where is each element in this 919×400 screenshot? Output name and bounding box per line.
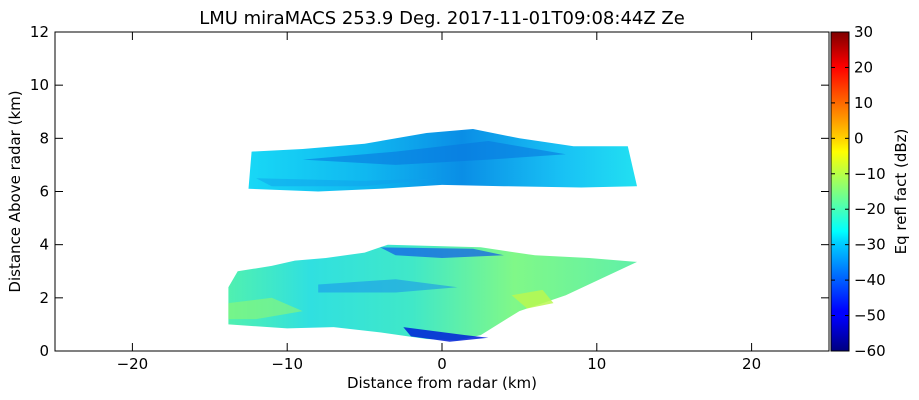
x-tick-label: 0	[437, 355, 447, 373]
y-tick-label: 8	[39, 129, 49, 147]
colorbar: −60 −50 −40 −30 −20 −10 0 10 20 30 Eq refl fact (…	[830, 23, 910, 360]
colorbar-scale	[830, 31, 850, 352]
colorbar-tick-label: 10	[854, 94, 873, 112]
echo-band-5	[403, 327, 489, 342]
colorbar-ticks: −60 −50 −40 −30 −20 −10 0 10 20 30	[831, 23, 886, 360]
echo-region-2	[228, 244, 637, 341]
echo-band-6	[228, 297, 303, 320]
colorbar-tick-label: 30	[854, 23, 873, 41]
colorbar-tick-label: −30	[854, 236, 886, 254]
plot-area: −20 −10 0 10 20 0 2 4 6 8 10 12	[30, 23, 830, 373]
x-tick-label: −20	[117, 355, 149, 373]
chart-title: LMU miraMACS 253.9 Deg. 2017-11-01T09:08…	[199, 8, 685, 29]
x-axis: −20 −10 0 10 20	[117, 32, 761, 373]
y-tick-label: 2	[39, 289, 49, 307]
colorbar-tick-label: 0	[854, 129, 864, 147]
colorbar-tick-label: −50	[854, 307, 886, 325]
y-axis-title: Distance Above radar (km)	[6, 90, 24, 292]
y-tick-label: 10	[30, 76, 49, 94]
y-tick-label: 12	[30, 23, 49, 41]
radar-echoes	[228, 129, 637, 342]
echo-band-1	[302, 141, 566, 165]
y-tick-label: 4	[39, 236, 49, 254]
echo-region-3	[511, 289, 554, 309]
colorbar-title: Eq refl fact (dBz)	[892, 129, 910, 255]
y-tick-label: 6	[39, 183, 49, 201]
x-tick-label: 10	[587, 355, 606, 373]
y-axis: 0 2 4 6 8 10 12	[30, 23, 829, 360]
x-tick-label: −10	[271, 355, 303, 373]
echo-band-2	[256, 178, 442, 187]
y-tick-label: 0	[39, 342, 49, 360]
colorbar-tick-label: −40	[854, 271, 886, 289]
colorbar-tick-label: −10	[854, 165, 886, 183]
x-axis-title: Distance from radar (km)	[347, 374, 537, 392]
x-tick-label: 20	[742, 355, 761, 373]
echo-band-3	[380, 247, 504, 258]
colorbar-tick-label: 20	[854, 58, 873, 76]
colorbar-tick-label: −20	[854, 200, 886, 218]
colorbar-tick-label: −60	[854, 342, 886, 360]
echo-band-4	[318, 279, 458, 293]
